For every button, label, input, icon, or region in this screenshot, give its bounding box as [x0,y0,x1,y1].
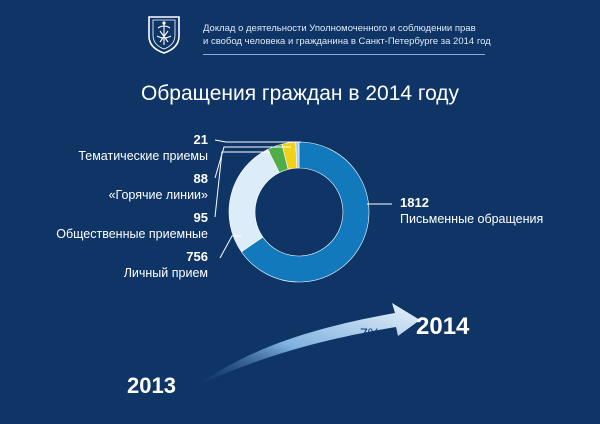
report-header: Доклад о деятельности Уполномоченного и … [145,12,491,58]
report-line-2: и свобод человека и гражданина в Санкт-П… [203,36,491,47]
value-label-personal: 756 [186,249,208,264]
chart-title: Обращения граждан в 2014 году [140,82,460,105]
slice-written [241,141,370,283]
leader-line-personal [219,235,241,259]
leader-line-public-offices [214,151,270,218]
year-2014: 2014 [416,313,470,340]
leader-line-hotlines [214,146,291,179]
category-label-thematic: Тематические приемы [78,149,208,163]
growth-arrow [196,303,420,386]
category-label-written: Письменные обращения [400,212,543,226]
value-label-thematic: 21 [194,132,208,147]
growth-percent: 7% [360,325,380,341]
value-label-written: 1812 [400,195,429,210]
value-label-hotlines: 88 [194,171,208,186]
category-label-public-offices: Общественные приемные [56,227,208,241]
leader-line-thematic [214,139,301,143]
category-label-personal: Личный прием [124,266,208,280]
header-divider [203,54,485,55]
coat-of-arms-icon [148,16,180,54]
category-label-hotlines: «Горячие линии» [109,188,208,202]
value-label-public-offices: 95 [194,210,208,225]
report-line-1: Доклад о деятельности Уполномоченного и … [203,23,476,34]
year-2013: 2013 [127,373,176,398]
report-title: Доклад о деятельности Уполномоченного и … [203,22,493,55]
